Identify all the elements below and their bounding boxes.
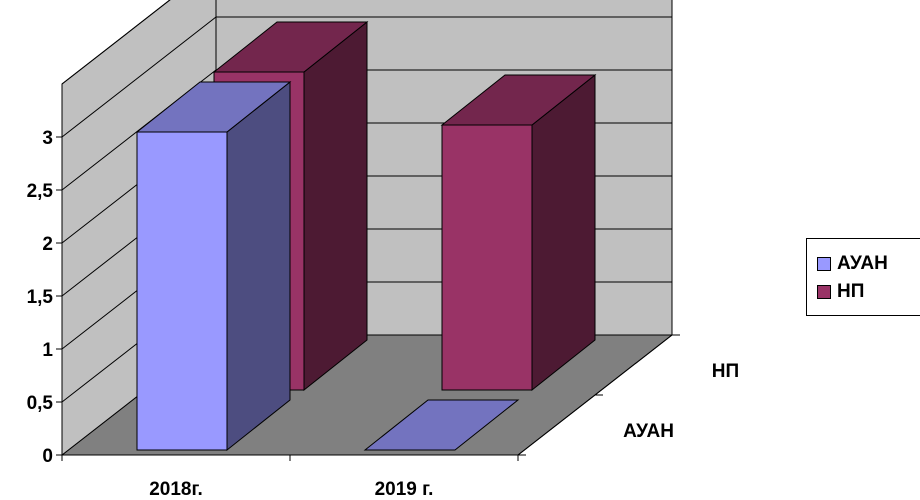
y-tick-label: 1,5 [27,287,54,308]
legend-label-auan: АУАН [837,253,888,274]
legend-item-auan: АУАН [817,253,888,275]
bar-top [363,399,520,451]
bar-top [212,21,369,73]
gridline [61,0,171,85]
y-tick-label: 1 [42,340,53,361]
depth-label: АУАН [623,421,674,442]
y-tick-label: 3 [42,128,53,149]
y-tick-label: 2 [42,234,53,255]
legend-swatch-np [817,285,831,299]
bar-side [226,80,291,452]
y-tick-label: 2,5 [27,181,54,202]
x-tick-label: 2019 г. [375,479,434,500]
x-tick-label: 2018г. [149,479,203,500]
bar-front [136,131,228,451]
bar-top [440,74,597,126]
chart-legend: АУАН НП [806,238,920,316]
y-tick-label: 0,5 [27,393,54,414]
legend-label-np: НП [837,281,865,302]
bar-front [441,124,533,391]
legend-item-np: НП [817,281,864,303]
bar-top [135,81,292,133]
bar-side [531,73,596,392]
gridline [61,16,672,138]
y-tick-label: 0 [42,446,53,467]
bar-side [303,20,368,392]
legend-swatch-auan [817,257,831,271]
depth-label: НП [712,361,739,382]
